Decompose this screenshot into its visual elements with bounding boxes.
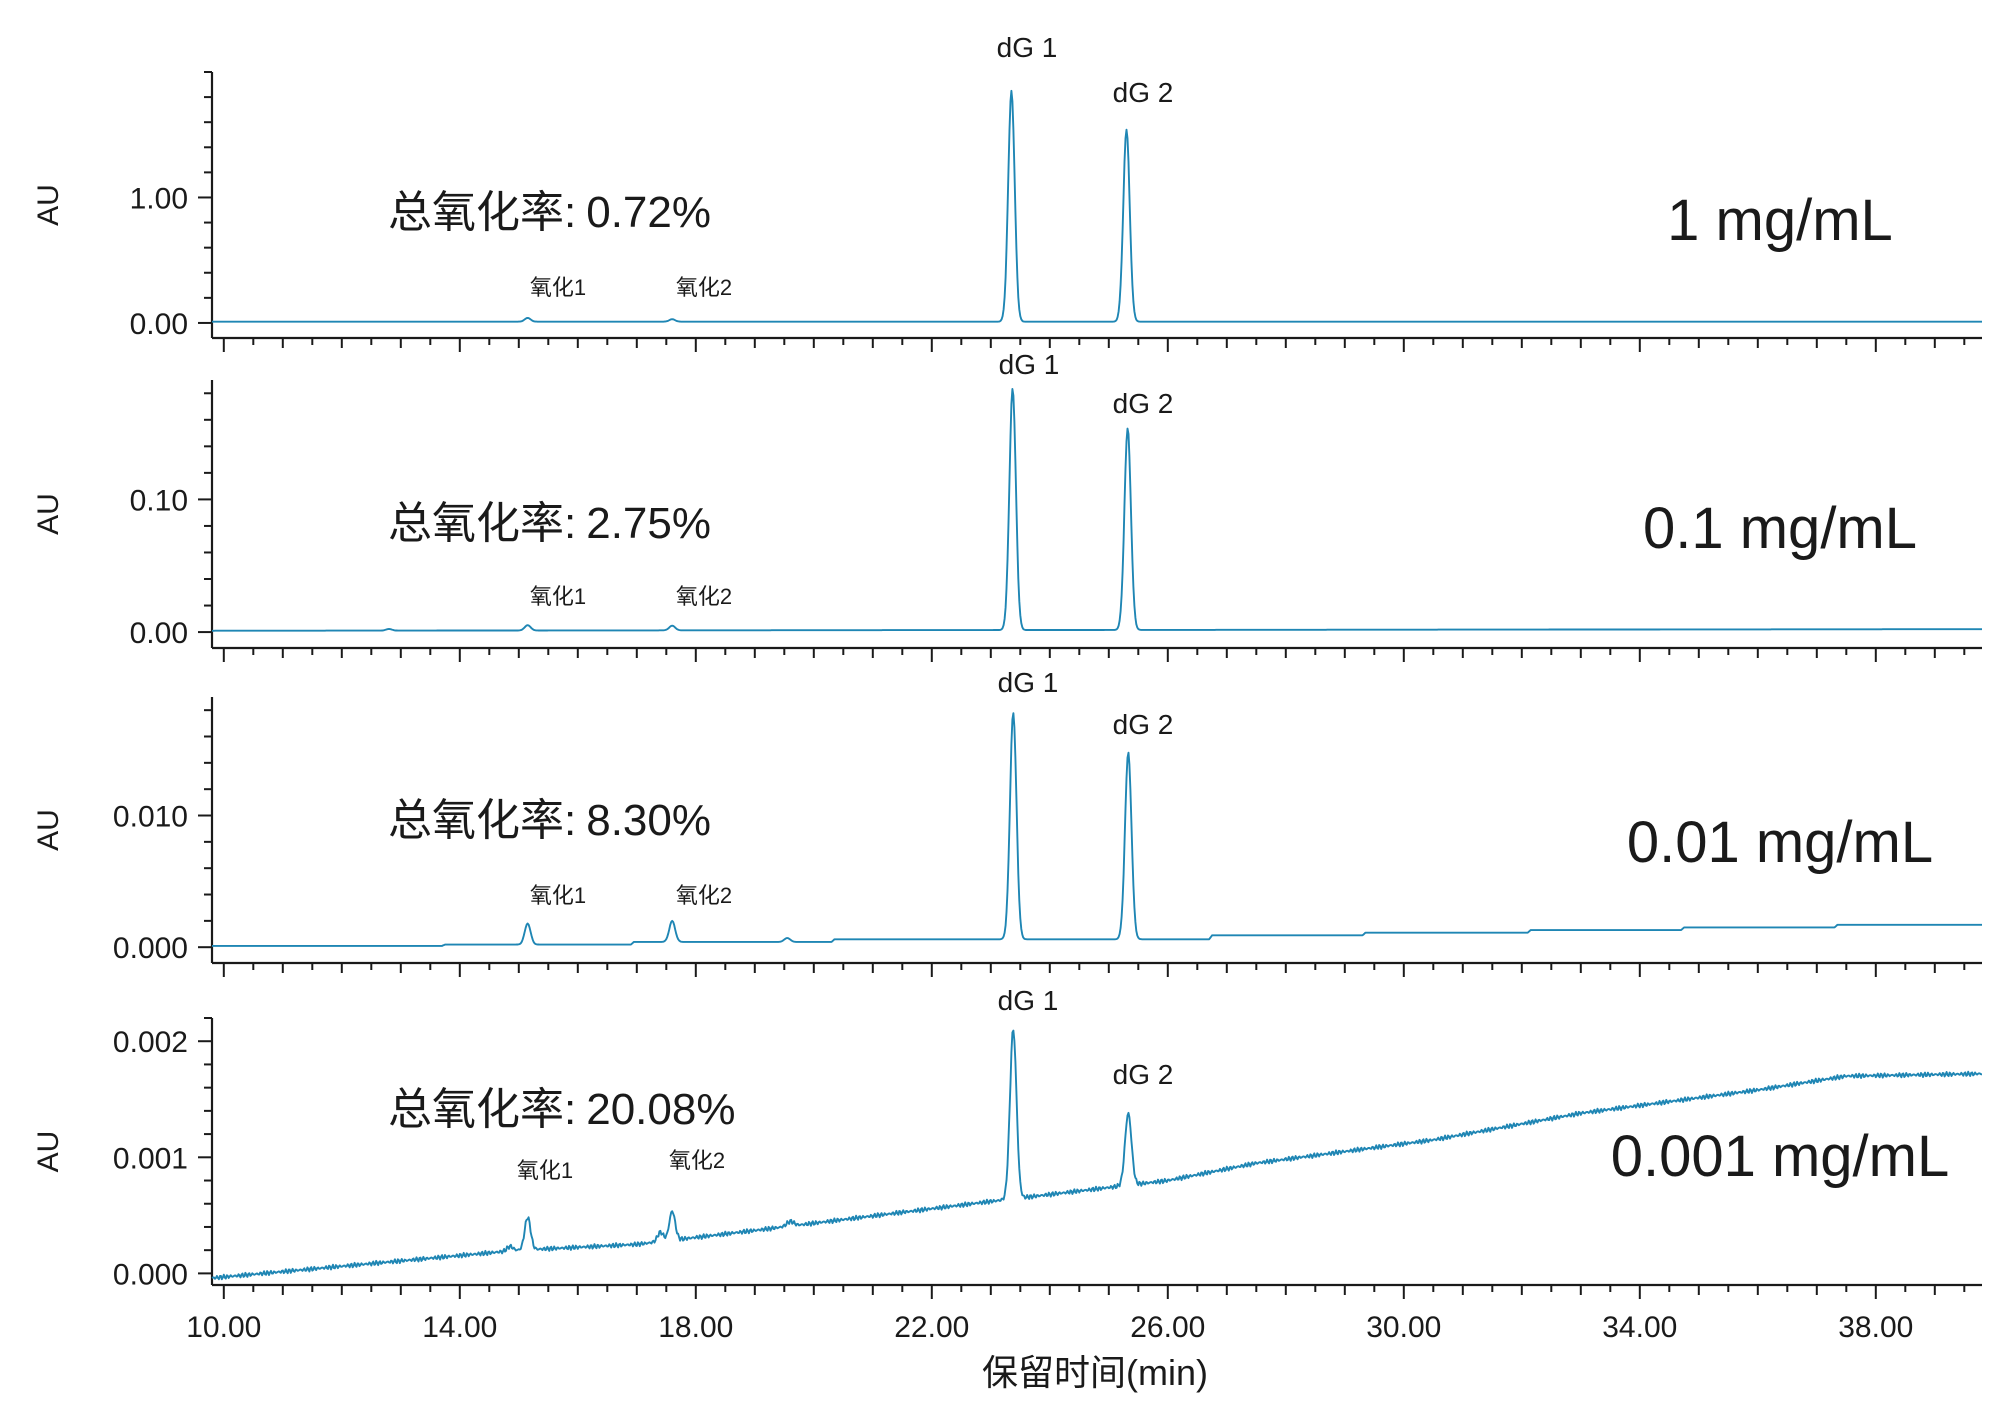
oxidation-rate-value: 20.08% [586, 1085, 735, 1134]
oxidation-peak-label: 氧化1 [530, 584, 586, 609]
oxidation-rate-value: 0.72% [586, 188, 711, 237]
y-tick-label: 0.000 [113, 1258, 188, 1291]
y-axis-label: AU [32, 1131, 65, 1173]
oxidation-rate-annotation: 总氧化率: 20.08% [388, 1085, 735, 1134]
chart-panel-4: 0.000 0.001 0.002 AU 氧化1 氧化2 dG 1 dG 2 总氧化率: 20.0… [32, 985, 1982, 1299]
oxidation-rate-value: 8.30% [586, 796, 711, 845]
concentration-label: 1 mg/mL [1667, 188, 1893, 253]
chromatogram-trace [211, 1029, 1982, 1281]
oxidation-rate-annotation: 总氧化率: 0.72% [388, 188, 711, 237]
y-axis-label: AU [32, 809, 65, 851]
y-tick-label: 0.001 [113, 1142, 188, 1175]
chart-panel-1: 0.00 1.00 AU 氧化1 氧化2 dG 1 dG 2 总氧化率: 0.72% 1 mg/m… [32, 32, 1982, 352]
y-tick-label: 0.00 [130, 617, 188, 650]
concentration-label: 0.1 mg/mL [1643, 496, 1917, 561]
y-axis-label: AU [32, 493, 65, 535]
y-tick-label: 0.00 [130, 308, 188, 341]
y-tick-label: 0.10 [130, 484, 188, 517]
chromatogram-trace [212, 89, 1982, 323]
dg-peak-label: dG 2 [1113, 77, 1174, 108]
oxidation-rate-annotation: 总氧化率: 2.75% [388, 499, 711, 548]
oxidation-peak-label: 氧化1 [530, 275, 586, 300]
oxidation-peak-label: 氧化2 [676, 584, 732, 609]
x-tick-label: 14.00 [422, 1311, 497, 1344]
chromatogram-trace [212, 712, 1982, 947]
oxidation-peak-label: 氧化1 [530, 883, 586, 908]
oxidation-peak-label: 氧化2 [676, 275, 732, 300]
x-axis: 10.00 14.00 18.00 22.00 26.00 30.00 34.00 38.00 [186, 1311, 1913, 1344]
dg-peak-label: dG 1 [998, 985, 1059, 1016]
dg-peak-label: dG 2 [1113, 1059, 1174, 1090]
oxidation-peak-label: 氧化2 [676, 883, 732, 908]
oxidation-rate-caption: 总氧化率: [388, 499, 576, 548]
dg-peak-label: dG 1 [997, 32, 1058, 63]
y-tick-label: 0.000 [113, 932, 188, 965]
chart-panel-3: 0.000 0.010 AU 氧化1 氧化2 dG 1 dG 2 总氧化率: 8.30% 0.01… [32, 667, 1982, 977]
oxidation-rate-caption: 总氧化率: [388, 796, 576, 845]
y-tick-label: 0.002 [113, 1026, 188, 1059]
y-axis-label: AU [32, 184, 65, 226]
oxidation-rate-annotation: 总氧化率: 8.30% [388, 796, 711, 845]
x-axis-label: 保留时间(min) [982, 1352, 1208, 1393]
oxidation-rate-caption: 总氧化率: [388, 188, 576, 237]
x-tick-label: 10.00 [186, 1311, 261, 1344]
dg-peak-label: dG 1 [999, 349, 1060, 380]
chromatogram-trace [212, 388, 1982, 632]
oxidation-peak-label: 氧化2 [669, 1148, 725, 1173]
y-tick-label: 0.010 [113, 801, 188, 834]
x-tick-label: 34.00 [1602, 1311, 1677, 1344]
concentration-label: 0.01 mg/mL [1627, 810, 1933, 875]
dg-peak-label: dG 2 [1113, 709, 1174, 740]
x-tick-label: 30.00 [1366, 1311, 1441, 1344]
concentration-label: 0.001 mg/mL [1611, 1124, 1950, 1189]
dg-peak-label: dG 1 [998, 667, 1059, 698]
x-tick-label: 22.00 [894, 1311, 969, 1344]
x-tick-label: 26.00 [1130, 1311, 1205, 1344]
x-tick-label: 38.00 [1838, 1311, 1913, 1344]
oxidation-rate-caption: 总氧化率: [388, 1085, 576, 1134]
x-tick-label: 18.00 [658, 1311, 733, 1344]
y-tick-label: 1.00 [130, 182, 188, 215]
dg-peak-label: dG 2 [1113, 388, 1174, 419]
oxidation-rate-value: 2.75% [586, 499, 711, 548]
chart-panel-2: 0.00 0.10 AU 氧化1 氧化2 dG 1 dG 2 总氧化率: 2.75% 0.1 mg… [32, 349, 1982, 662]
oxidation-peak-label: 氧化1 [517, 1158, 573, 1183]
